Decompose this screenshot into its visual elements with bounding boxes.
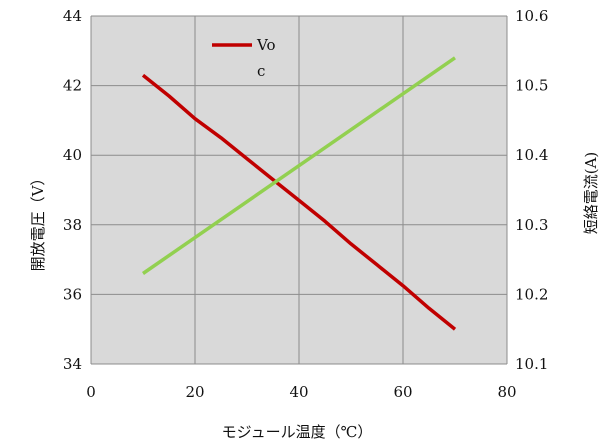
legend-label-line-2: c: [257, 62, 265, 80]
series-line-voc: [141, 73, 457, 331]
left-y-tick-label: 44: [63, 7, 82, 25]
x-tick-label: 80: [497, 383, 516, 401]
x-axis-title: モジュール温度（℃）: [222, 423, 373, 441]
left-y-tick-label: 36: [63, 285, 82, 303]
x-tick-labels: 0 20 40 60 80: [86, 383, 516, 401]
x-tick-label: 60: [393, 383, 412, 401]
grid: [90, 15, 508, 365]
right-y-tick-labels: 10.1 10.2 10.3 10.4 10.5 10.6: [515, 7, 548, 373]
left-y-tick-label: 34: [63, 355, 82, 373]
right-y-axis-title: 短絡電流(A): [582, 152, 600, 235]
series-line-right-axis: [142, 56, 456, 275]
right-y-tick-label: 10.4: [515, 146, 548, 164]
x-tick-label: 0: [86, 383, 96, 401]
legend: Vo c: [212, 36, 276, 80]
left-y-tick-label: 40: [63, 146, 82, 164]
right-y-tick-label: 10.3: [515, 216, 548, 234]
x-tick-label: 40: [289, 383, 308, 401]
x-tick-label: 20: [185, 383, 204, 401]
series-layer: [141, 56, 457, 331]
left-y-axis-title: 開放電圧（V）: [29, 171, 47, 272]
right-y-tick-label: 10.1: [515, 355, 548, 373]
right-y-tick-label: 10.2: [515, 285, 548, 303]
left-y-tick-labels: 34 36 38 40 42 44: [63, 7, 82, 373]
right-y-tick-label: 10.5: [515, 77, 548, 95]
left-y-tick-label: 42: [63, 77, 82, 95]
legend-label-line-1: Vo: [256, 36, 276, 54]
right-y-tick-label: 10.6: [515, 7, 548, 25]
left-y-tick-label: 38: [63, 216, 82, 234]
